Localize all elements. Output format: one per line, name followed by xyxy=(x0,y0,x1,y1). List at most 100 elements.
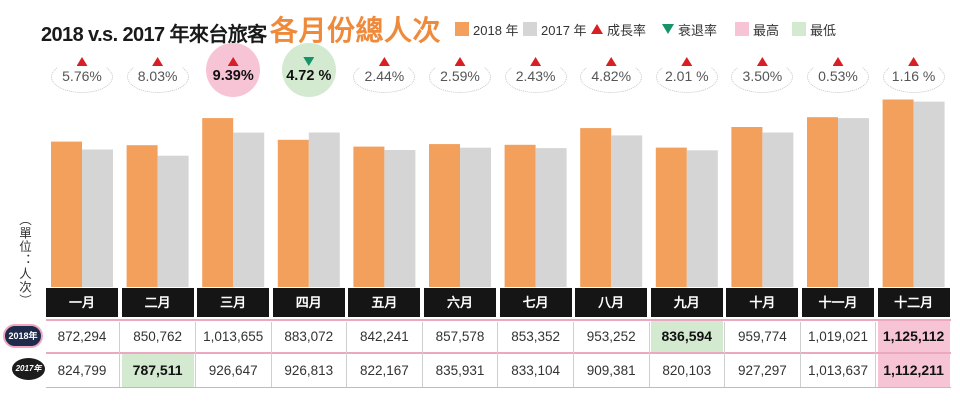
bar-series-2-month-9 xyxy=(686,150,718,287)
orange-square-icon xyxy=(455,22,469,36)
table-divider xyxy=(648,322,650,387)
legend-item-2017: 2017 年 xyxy=(523,21,587,38)
growth-rate-label: 2.01 % xyxy=(665,68,709,84)
green-triangle-down-icon xyxy=(662,24,674,34)
table-divider xyxy=(270,322,272,387)
table-cell: 959,774 xyxy=(737,329,787,344)
red-triangle-up-icon xyxy=(152,57,164,66)
growth-rate-label: 4.82% xyxy=(591,68,632,84)
month-header-10: 十月 xyxy=(726,288,799,317)
growth-rate-label: 5.76% xyxy=(62,68,102,84)
table-cell: 842,241 xyxy=(359,329,409,344)
legend-label: 成長率 xyxy=(607,22,647,38)
table-divider xyxy=(346,322,348,387)
chart-title: 2018 v.s. 2017 年來台旅客 xyxy=(41,24,267,46)
red-triangle-up-icon xyxy=(908,57,920,66)
table-cell: 836,594 xyxy=(650,321,723,352)
table-cell: 1,125,112 xyxy=(877,321,950,352)
table-cell: 1,019,021 xyxy=(807,329,869,344)
table-cell: 857,578 xyxy=(435,329,485,344)
red-triangle-up-icon xyxy=(756,57,768,66)
bar-series-1-month-10 xyxy=(731,127,763,287)
table-cell: 909,381 xyxy=(586,363,636,378)
table-divider xyxy=(799,322,801,387)
table-divider xyxy=(875,322,877,387)
bar-series-2-month-2 xyxy=(157,155,189,287)
month-header-8: 八月 xyxy=(575,288,648,317)
month-header-3: 三月 xyxy=(197,288,270,317)
bar-series-2-month-11 xyxy=(838,118,869,287)
growth-rate-label: 0.53% xyxy=(818,68,858,84)
table-divider xyxy=(119,322,121,387)
green-triangle-down-icon xyxy=(303,57,315,66)
legend-item-2018: 2018 年 xyxy=(455,21,519,38)
table-line-middle xyxy=(46,352,951,354)
month-header-6: 六月 xyxy=(424,288,496,317)
lowest-rate-circle xyxy=(281,43,336,97)
legend-label: 最低 xyxy=(810,22,837,38)
table-cell: 853,352 xyxy=(511,329,560,344)
red-triangle-up-icon xyxy=(454,57,466,66)
growth-rate-label: 2.43% xyxy=(515,68,556,84)
growth-rate-label: 3.50% xyxy=(742,68,783,84)
growth-rate-label: 9.39% xyxy=(212,68,254,84)
bar-series-1-month-5 xyxy=(353,146,385,287)
red-triangle-up-icon xyxy=(591,24,603,34)
bar-series-1-month-12 xyxy=(882,99,914,287)
legend-item-highest: 最高 xyxy=(735,21,779,38)
bar-series-2-month-7 xyxy=(535,148,567,287)
table-cell: 1,013,637 xyxy=(807,363,869,378)
table-cell: 1,013,655 xyxy=(203,329,264,344)
legend-item-decline: 衰退率 xyxy=(662,21,717,38)
red-triangle-up-icon xyxy=(378,57,390,66)
green-square-icon xyxy=(792,22,806,36)
row-badge-2018: 2018年 xyxy=(3,324,43,348)
row-badge-2017: 2017年 xyxy=(12,358,45,380)
table-cell: 927,297 xyxy=(737,363,787,378)
table-cell: 953,252 xyxy=(586,329,636,344)
rate-dotted-ring xyxy=(882,61,945,93)
table-divider xyxy=(497,322,499,387)
bar-series-2-month-8 xyxy=(611,135,643,287)
table-divider xyxy=(724,322,726,387)
legend-item-lowest: 最低 xyxy=(792,21,837,38)
table-cell: 824,799 xyxy=(57,363,107,378)
bar-series-1-month-4 xyxy=(277,139,309,287)
bar-series-1-month-6 xyxy=(429,144,460,287)
table-cell: 850,762 xyxy=(133,329,182,344)
red-triangle-up-icon xyxy=(681,57,693,66)
bar-series-2-month-3 xyxy=(233,132,265,287)
red-triangle-up-icon xyxy=(76,57,88,66)
rate-dotted-ring xyxy=(580,61,643,93)
table-divider xyxy=(421,322,423,387)
growth-rate-label: 1.16 % xyxy=(891,68,936,84)
table-cell: 883,072 xyxy=(284,329,334,344)
table-cell: 1,112,211 xyxy=(877,354,950,387)
bar-series-1-month-11 xyxy=(807,117,838,287)
bar-series-1-month-9 xyxy=(655,147,687,287)
growth-rate-label: 2.44% xyxy=(364,68,405,84)
rate-dotted-ring xyxy=(429,61,491,93)
table-cell: 787,511 xyxy=(121,354,194,387)
bar-series-2-month-12 xyxy=(913,101,945,287)
table-line-top xyxy=(46,319,951,321)
bar-series-2-month-4 xyxy=(308,132,340,287)
legend-label: 2017 年 xyxy=(541,22,587,38)
growth-rate-label: 4.72 % xyxy=(286,68,332,84)
rate-dotted-ring xyxy=(51,61,113,93)
rate-dotted-ring xyxy=(353,61,416,93)
table-cell: 835,931 xyxy=(435,363,485,378)
table-cell: 926,647 xyxy=(208,363,258,378)
bar-series-2-month-1 xyxy=(82,149,113,287)
bar-series-2-month-10 xyxy=(762,132,794,287)
legend-label: 2018 年 xyxy=(473,22,519,38)
month-header-7: 七月 xyxy=(499,288,572,317)
table-divider xyxy=(572,322,574,387)
bar-series-1-month-3 xyxy=(202,118,234,287)
bar-series-1-month-8 xyxy=(580,128,612,287)
chart-title-highlight: 各月份總人次 xyxy=(270,15,442,46)
month-header-1: 一月 xyxy=(46,288,118,317)
table-cell: 833,104 xyxy=(511,363,560,378)
red-triangle-up-icon xyxy=(227,57,239,66)
bar-series-1-month-7 xyxy=(504,144,536,287)
